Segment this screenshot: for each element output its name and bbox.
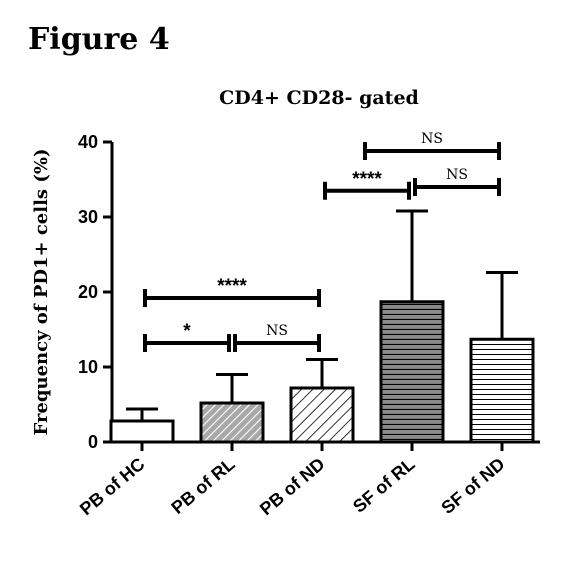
y-tick-label: 20 xyxy=(78,282,98,302)
bar-sf-of-nd xyxy=(469,337,535,444)
y-axis: 0 10 20 30 40 xyxy=(78,132,114,452)
y-tick-label: 10 xyxy=(78,357,98,377)
x-tick-label: SF of RL xyxy=(349,454,419,517)
y-tick-label: 0 xyxy=(88,432,98,452)
y-tick-label: 30 xyxy=(78,207,98,227)
bar-pb-of-rl xyxy=(199,401,265,444)
x-tick-label: PB of RL xyxy=(167,454,238,518)
figure-label: Figure 4 xyxy=(28,22,170,57)
chart-title: CD4+ CD28- gated xyxy=(219,87,419,109)
x-axis: PB of HC PB of RL PB of ND SF of RL SF of ND xyxy=(76,440,540,519)
significance-label: **** xyxy=(352,169,382,190)
significance-label: NS xyxy=(446,167,468,183)
significance-label: NS xyxy=(421,131,443,147)
significance-label: * xyxy=(183,321,191,342)
y-tick-label: 40 xyxy=(78,132,98,152)
significance-label: **** xyxy=(217,276,247,297)
x-tick-label: PB of HC xyxy=(76,454,149,519)
bar-pb-of-nd xyxy=(289,386,355,444)
significance-brackets: * NS **** **** NS NS xyxy=(143,131,501,352)
x-tick-label: SF of ND xyxy=(437,454,508,518)
bar-pb-of-hc xyxy=(109,419,175,444)
significance-label: NS xyxy=(266,323,288,339)
y-axis-label: Frequency of PD1+ cells (%) xyxy=(31,149,52,436)
bar-sf-of-rl xyxy=(379,300,445,444)
bar-group xyxy=(109,209,535,444)
x-tick-label: PB of ND xyxy=(256,454,329,519)
